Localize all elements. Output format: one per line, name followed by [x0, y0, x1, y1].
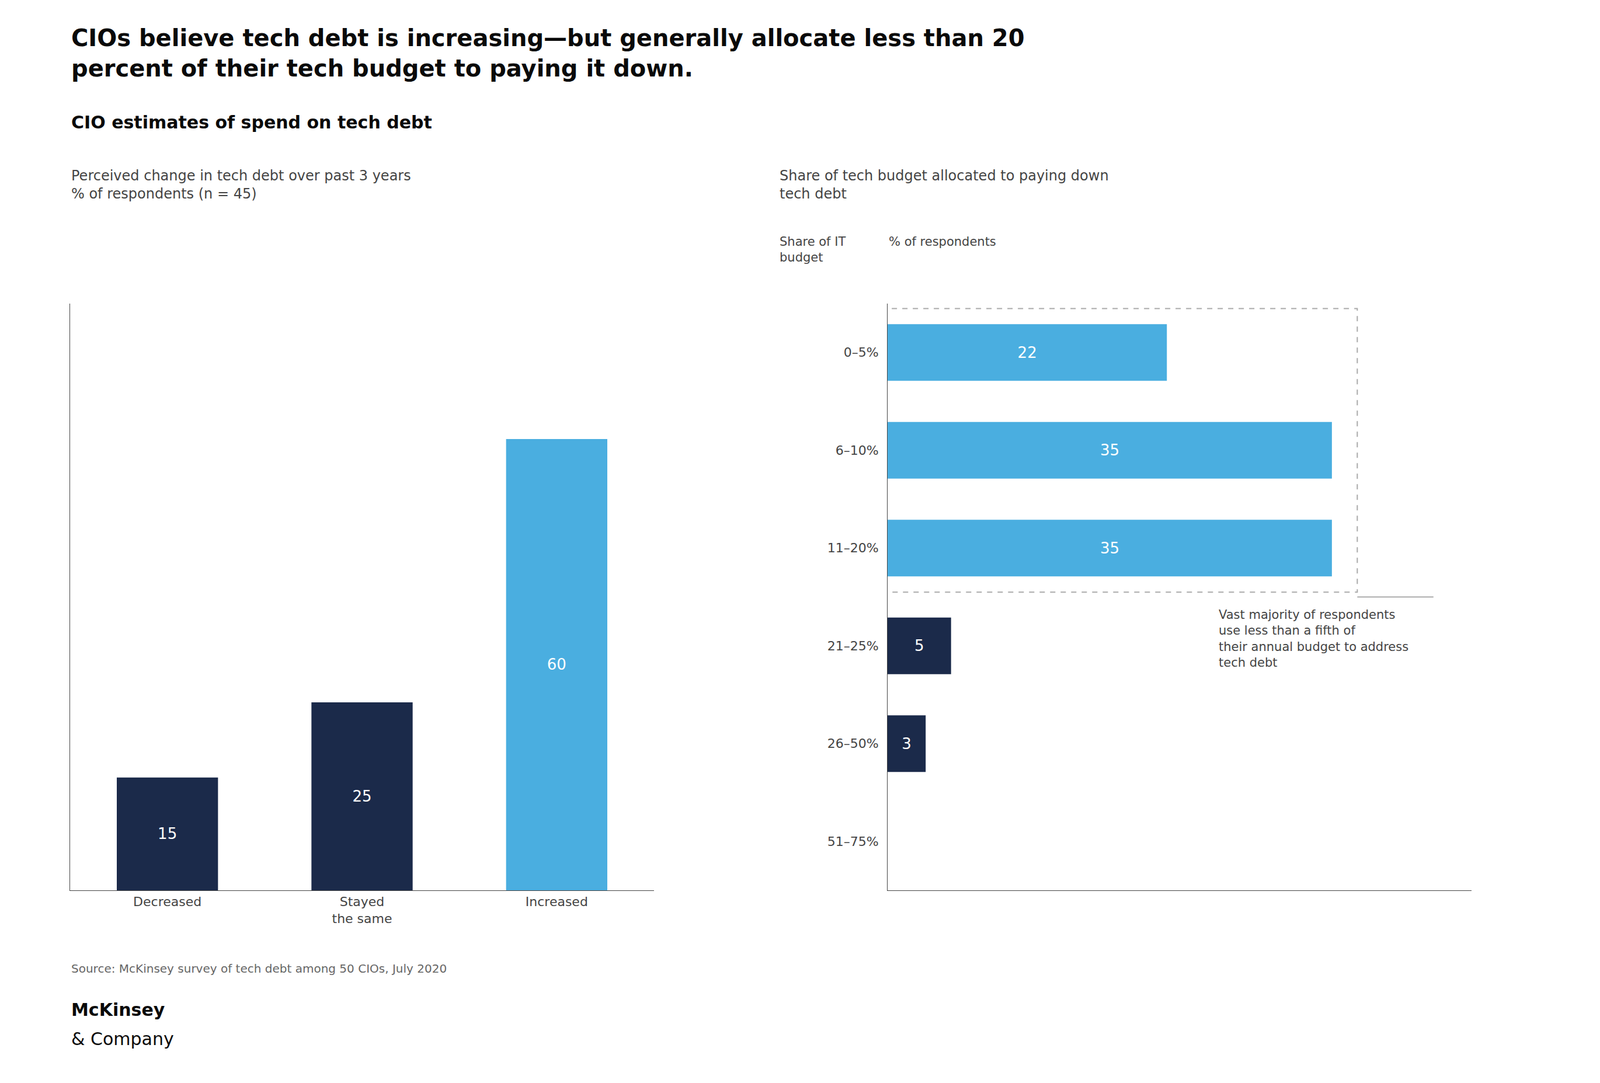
svg-text:22: 22: [1017, 343, 1038, 362]
svg-text:% of respondents: % of respondents: [888, 234, 997, 249]
svg-text:Share of ITbudget: Share of ITbudget: [779, 234, 846, 265]
svg-text:60: 60: [547, 655, 567, 674]
svg-text:CIO estimates of spend on tech: CIO estimates of spend on tech debt: [71, 112, 433, 133]
svg-text:Perceived change in tech debt: Perceived change in tech debt over past …: [71, 167, 412, 203]
svg-text:35: 35: [1100, 441, 1120, 459]
svg-text:Decreased: Decreased: [133, 894, 202, 910]
svg-text:Vast majority of respondentsus: Vast majority of respondentsuse less tha…: [1218, 607, 1409, 670]
svg-text:& Company: & Company: [71, 1028, 175, 1050]
svg-text:11–20%: 11–20%: [827, 540, 879, 556]
svg-text:5: 5: [914, 637, 925, 655]
svg-text:CIOs believe tech debt is incr: CIOs believe tech debt is increasing—but…: [71, 24, 1025, 82]
svg-text:6–10%: 6–10%: [835, 443, 879, 458]
svg-text:Share of tech budget allocated: Share of tech budget allocated to paying…: [779, 167, 1109, 203]
svg-text:26–50%: 26–50%: [827, 736, 879, 751]
svg-text:0–5%: 0–5%: [843, 345, 879, 360]
svg-text:51–75%: 51–75%: [827, 834, 879, 850]
svg-text:Source: McKinsey survey of tec: Source: McKinsey survey of tech debt amo…: [71, 961, 447, 976]
svg-text:Increased: Increased: [525, 894, 589, 910]
svg-text:McKinsey: McKinsey: [71, 999, 166, 1021]
svg-text:21–25%: 21–25%: [827, 638, 879, 654]
svg-text:15: 15: [157, 825, 177, 843]
svg-text:35: 35: [1100, 539, 1120, 558]
svg-text:25: 25: [352, 787, 372, 806]
svg-text:3: 3: [901, 735, 912, 753]
svg-text:Stayedthe same: Stayedthe same: [331, 894, 392, 927]
